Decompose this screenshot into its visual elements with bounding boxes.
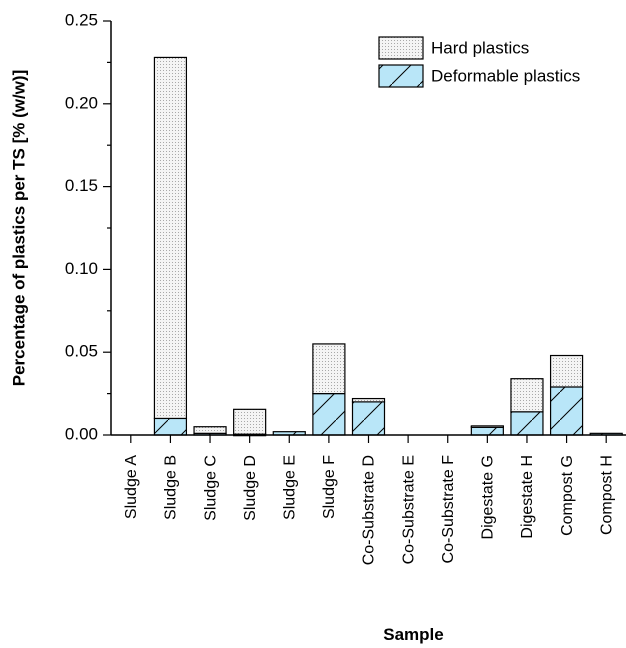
bar-deformable-11 — [549, 386, 584, 436]
x-tick-label-0: Sludge A — [123, 455, 140, 519]
x-tick-label-11: Compost G — [559, 455, 576, 536]
bar-deformable-1 — [153, 417, 188, 436]
x-tick-label-9: Digestate G — [480, 455, 497, 539]
bar-hard-11 — [549, 354, 584, 388]
bar-hard-1 — [153, 56, 188, 420]
y-tick-label-3: 0.15 — [65, 176, 98, 195]
x-tick-label-2: Sludge C — [202, 455, 219, 521]
x-axis-label: Sample — [383, 625, 443, 644]
bar-deformable-10 — [510, 411, 544, 436]
x-tick-label-10: Digestate H — [519, 455, 536, 539]
x-tick-label-6: Co-Substrate D — [361, 455, 378, 565]
x-tick-label-4: Sludge E — [281, 455, 298, 520]
x-tick-label-12: Compost H — [598, 455, 615, 535]
y-tick-label-2: 0.10 — [65, 259, 98, 278]
x-tick-label-7: Co-Substrate E — [400, 455, 417, 564]
y-axis-label: Percentage of plastics per TS [% (w/w)] — [9, 70, 28, 386]
legend-swatch-0 — [378, 36, 424, 60]
bar-deformable-5 — [312, 393, 346, 436]
axes: Sludge A Sludge B Sludge C Sludge D Sludge E… — [9, 10, 626, 644]
y-tick-label-4: 0.20 — [65, 93, 98, 112]
bar-hard-5 — [312, 343, 346, 395]
bar-hard-6 — [351, 397, 386, 403]
y-tick-label-1: 0.05 — [65, 342, 98, 361]
legend-label-1: Deformable plastics — [431, 66, 580, 85]
x-tick-label-8: Co-Substrate F — [440, 455, 457, 564]
legend-swatch-1 — [378, 64, 424, 88]
bar-hard-3 — [233, 408, 267, 435]
bar-hard-9 — [470, 425, 504, 428]
bar-hard-10 — [510, 378, 544, 413]
x-tick-label-3: Sludge D — [242, 455, 259, 521]
y-tick-label-0: 0.00 — [65, 424, 98, 443]
bar-deformable-6 — [351, 401, 386, 436]
legend-label-0: Hard plastics — [431, 38, 529, 57]
x-tick-label-5: Sludge F — [321, 455, 338, 519]
x-tick-label-1: Sludge B — [163, 455, 180, 520]
y-tick-label-5: 0.25 — [65, 10, 98, 29]
legend: Hard plastics Deformable plastics — [378, 36, 580, 88]
bars-layer — [153, 56, 623, 437]
bar-hard-2 — [193, 426, 227, 434]
